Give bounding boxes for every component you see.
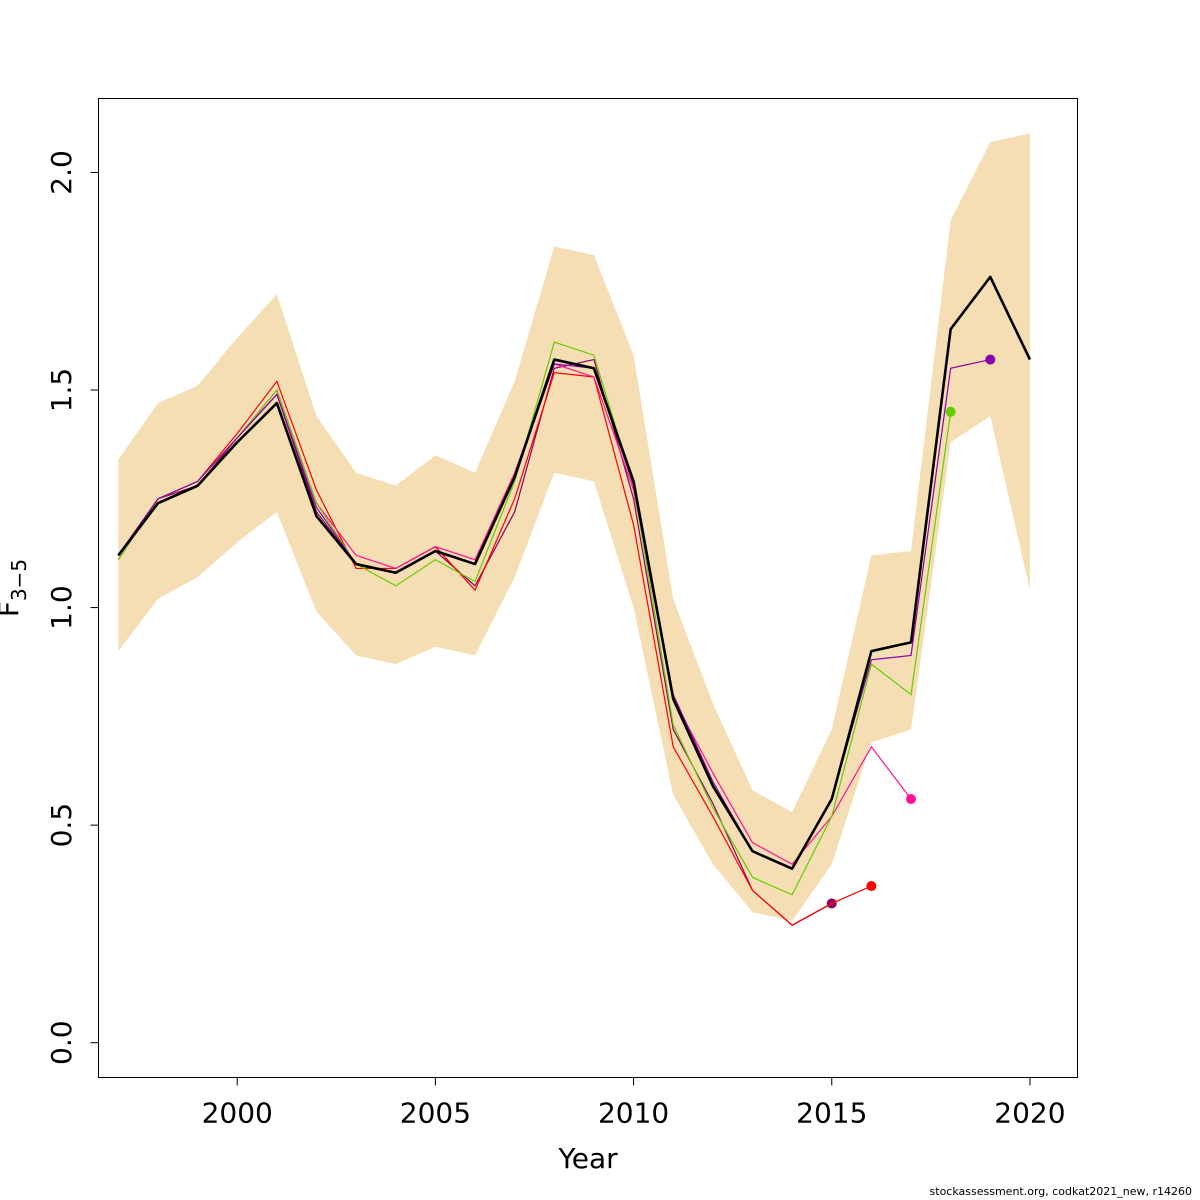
y-axis-title-main: F <box>0 601 25 617</box>
svg-text:F3−5: F3−5 <box>0 559 31 617</box>
y-tick-label: 2.0 <box>45 150 78 195</box>
retro-series-endpoint-5 <box>985 354 996 365</box>
x-tick-label: 2020 <box>994 1097 1065 1130</box>
confidence-band-layer <box>118 133 1030 921</box>
retro-series-endpoint-2 <box>866 881 877 892</box>
y-axis-title-subscript: 3−5 <box>7 559 31 601</box>
retro-series-line-2 <box>117 371 872 926</box>
x-tick-label: 2000 <box>202 1097 273 1130</box>
x-tick-label: 2005 <box>400 1097 471 1130</box>
confidence-band <box>118 133 1030 921</box>
series-layer <box>117 275 1032 926</box>
retro-series-endpoint-3 <box>906 794 917 805</box>
footer-credit: stockassessment.org, codkat2021_new, r14… <box>929 1185 1192 1198</box>
y-tick-label: 0.5 <box>45 803 78 848</box>
main-series-line <box>117 275 1032 870</box>
y-tick-label: 0.0 <box>45 1020 78 1065</box>
axes-layer: 2000 2005 2010 2015 2020 0.0 0.5 1.0 1.5 2.0 <box>45 98 1078 1130</box>
retro-series-line-4 <box>117 341 952 896</box>
x-tick-label: 2010 <box>598 1097 669 1130</box>
x-tick-label: 2015 <box>796 1097 867 1130</box>
x-axis-title: Year <box>557 1142 618 1175</box>
y-axis-title: F3−5 <box>0 559 31 617</box>
y-tick-label: 1.0 <box>45 585 78 630</box>
y-tick-label: 1.5 <box>45 368 78 413</box>
retro-series-endpoint-4 <box>945 406 956 417</box>
